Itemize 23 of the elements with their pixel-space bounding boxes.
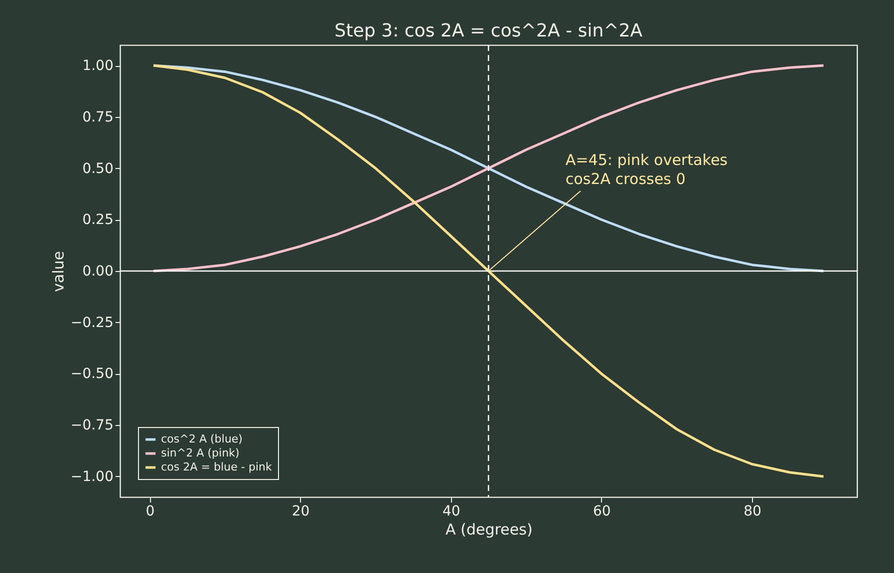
y-tick-label: 0.25 [82, 212, 114, 228]
x-axis-title: A (degrees) [445, 520, 533, 538]
x-tick-label: 80 [744, 504, 762, 520]
x-tick-label: 60 [593, 504, 611, 520]
line-series [152, 64, 825, 478]
y-axis-title: value [50, 251, 68, 292]
y-tick-label: 1.00 [82, 58, 114, 74]
annotation: A=45: pink overtakes cos2A crosses 0 [566, 151, 728, 188]
y-tick-label: 0.75 [82, 109, 114, 126]
legend-label: cos 2A = blue - pink [161, 460, 272, 474]
y-tick-label: −0.75 [70, 418, 114, 434]
legend-label: sin^2 A (pink) [161, 446, 240, 460]
line-series [152, 64, 825, 272]
chart-title: Step 3: cos 2A = cos^2A - sin^2A [334, 20, 644, 42]
y-tick-label: −1.00 [70, 468, 114, 485]
x-tick-label: 40 [442, 504, 460, 520]
y-tick-label: 0.00 [82, 264, 114, 280]
y-tick-label: −0.25 [70, 314, 114, 331]
y-tick-label: 0.50 [82, 160, 114, 177]
legend-label: cos^2 A (blue) [161, 432, 243, 446]
y-tick-label: −0.50 [70, 366, 114, 382]
x-tick-label: 0 [146, 504, 155, 520]
x-tick-label: 20 [292, 504, 310, 520]
